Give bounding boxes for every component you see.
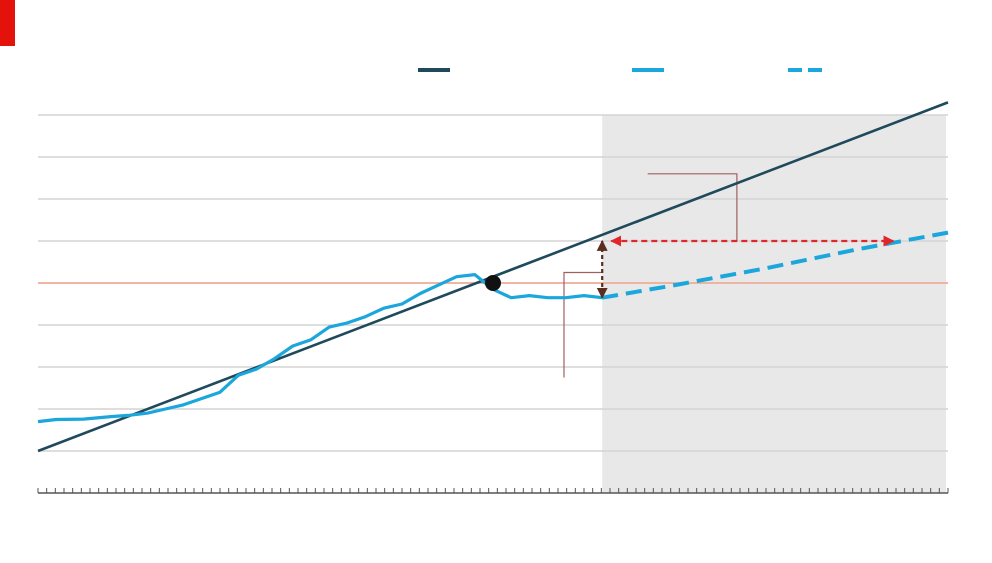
x-axis <box>37 488 949 494</box>
callout-line-gap <box>647 173 738 241</box>
highlight-point-marker <box>485 275 501 291</box>
shade-rect <box>602 115 946 493</box>
brand-accent-bar <box>0 0 15 46</box>
callout-line-drop <box>563 271 603 378</box>
callout-lines <box>563 173 738 378</box>
series-line-actual <box>37 273 603 424</box>
forecast-shaded-region <box>602 115 946 493</box>
annotation-arrows <box>596 235 895 299</box>
